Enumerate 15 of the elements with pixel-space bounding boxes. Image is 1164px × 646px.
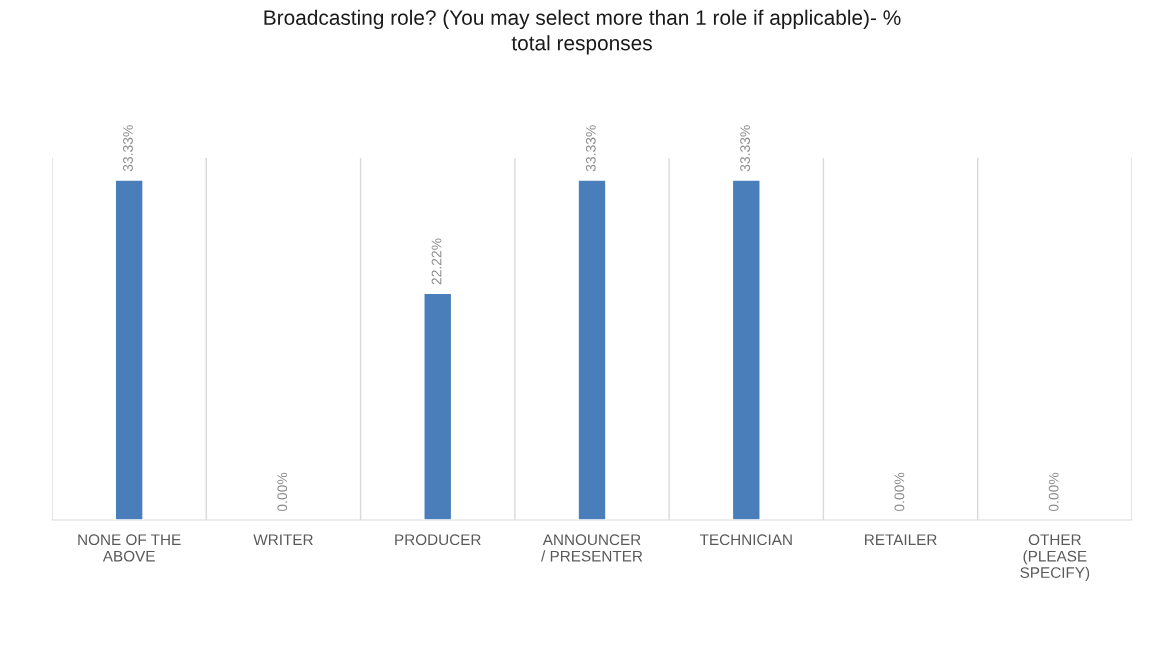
x-tick-label: WRITER bbox=[253, 534, 313, 545]
data-label: 0.00% bbox=[894, 472, 905, 512]
data-label: 33.33% bbox=[740, 125, 751, 172]
x-tick-label: NONE OF THE ABOVE bbox=[78, 534, 181, 562]
x-tick-label: OTHER (PLEASE SPECIFY) bbox=[1020, 534, 1090, 582]
x-tick-label: ANNOUNCER / PRESENTER bbox=[541, 534, 643, 562]
x-tick-label: PRODUCER bbox=[395, 534, 481, 546]
data-label: 33.33% bbox=[123, 125, 133, 172]
data-label: 0.00% bbox=[277, 472, 288, 512]
chart-title: Broadcasting role? (You may select more than 1 role if applicable)- % total responses bbox=[264, 9, 901, 55]
x-tick-label: TECHNICIAN bbox=[699, 534, 792, 546]
data-label: 0.00% bbox=[1048, 472, 1059, 512]
data-label: 22.22% bbox=[431, 238, 442, 285]
data-label: 33.33% bbox=[585, 125, 596, 172]
x-tick-label: RETAILER bbox=[865, 534, 937, 545]
